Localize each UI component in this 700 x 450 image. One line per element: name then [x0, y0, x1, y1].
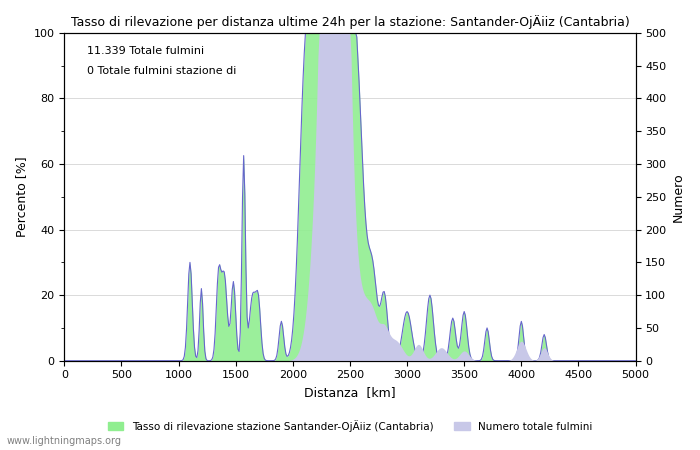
- Legend: Tasso di rilevazione stazione Santander-OjÄiiz (Cantabria), Numero totale fulmin: Tasso di rilevazione stazione Santander-…: [104, 415, 596, 436]
- Title: Tasso di rilevazione per distanza ultime 24h per la stazione: Santander-OjÄiiz (: Tasso di rilevazione per distanza ultime…: [71, 15, 629, 29]
- Y-axis label: Percento [%]: Percento [%]: [15, 157, 28, 237]
- Text: www.lightningmaps.org: www.lightningmaps.org: [7, 436, 122, 446]
- Y-axis label: Numero: Numero: [672, 172, 685, 222]
- Text: 0 Totale fulmini stazione di: 0 Totale fulmini stazione di: [87, 66, 237, 76]
- X-axis label: Distanza  [km]: Distanza [km]: [304, 386, 396, 399]
- Text: 11.339 Totale fulmini: 11.339 Totale fulmini: [87, 46, 204, 56]
